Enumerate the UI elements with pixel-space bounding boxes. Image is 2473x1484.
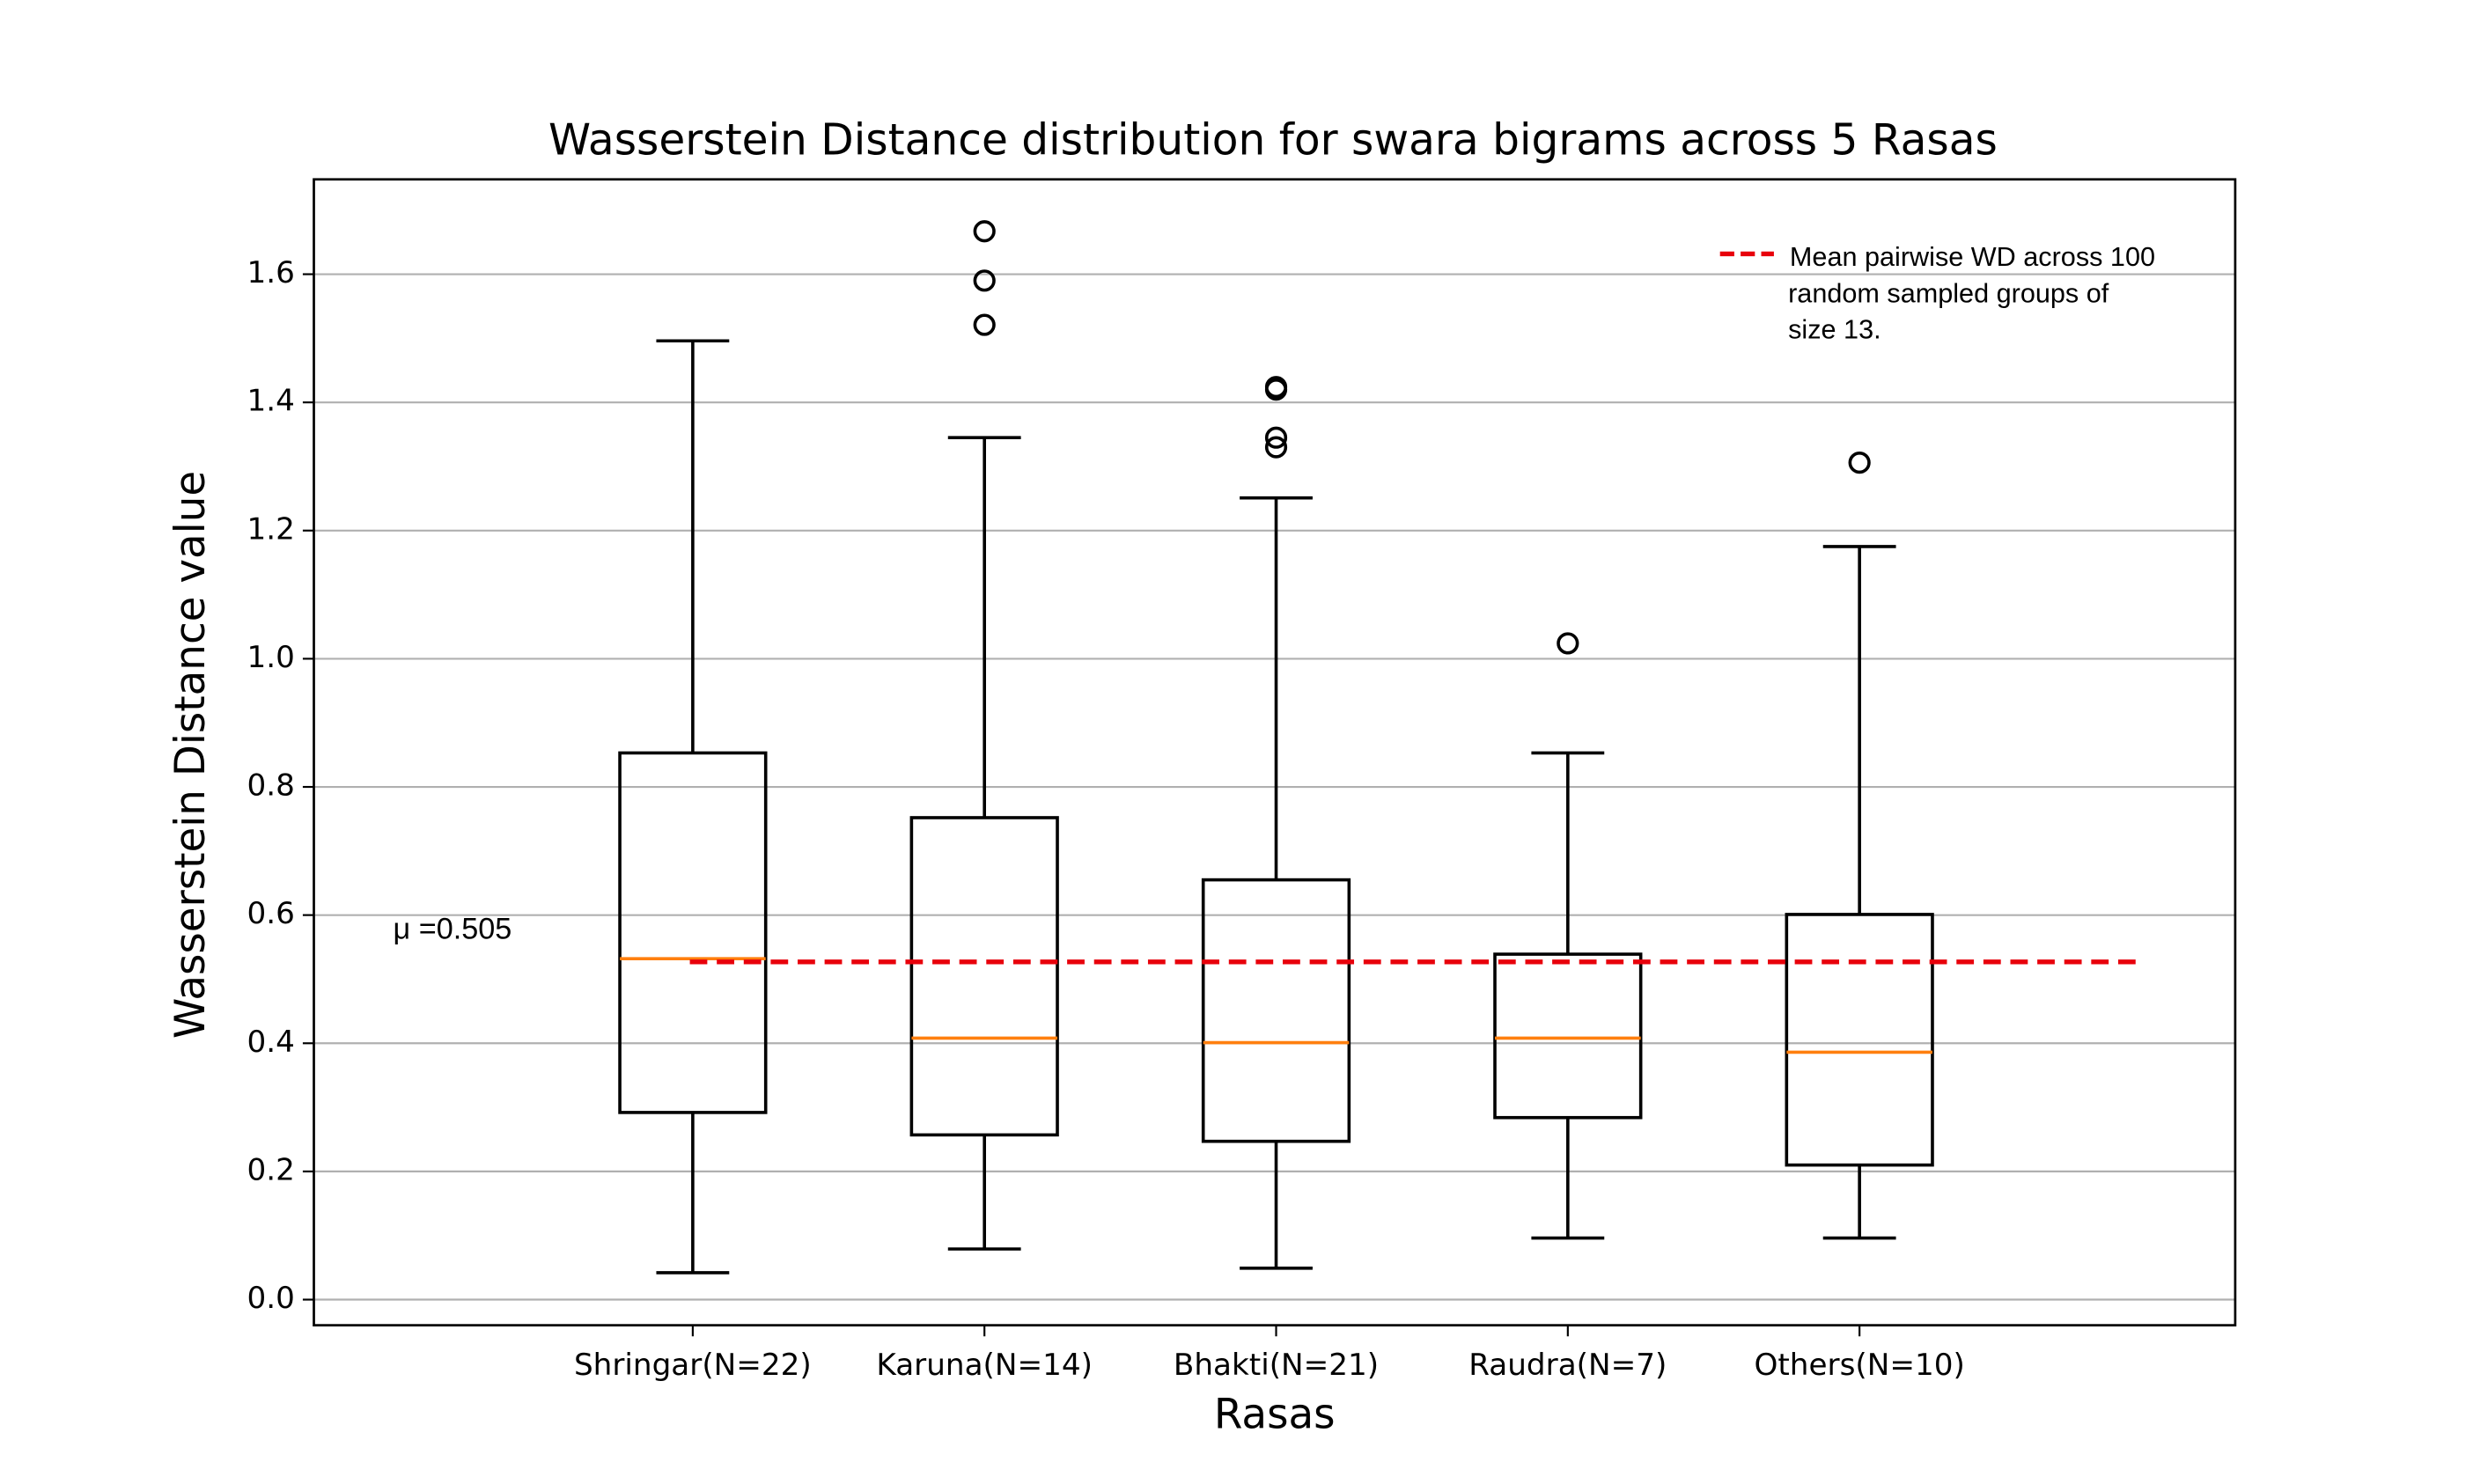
legend-label: random sampled groups of [1788, 278, 2109, 308]
y-tick-label: 0.0 [247, 1281, 295, 1316]
flier [1557, 632, 1579, 655]
y-tick-label: 1.4 [247, 384, 295, 419]
y-tick-label: 0.2 [247, 1152, 295, 1187]
box [909, 816, 1059, 1137]
x-tick-label: Raudra(N=7) [1468, 1348, 1667, 1383]
chart-title: Wasserstein Distance distribution for sw… [548, 115, 1998, 165]
box [1201, 878, 1351, 1143]
flier [973, 220, 996, 243]
flier [1264, 426, 1288, 449]
flier [1264, 436, 1288, 459]
box [618, 751, 768, 1114]
flier [973, 269, 996, 292]
x-tick-label: Shringar(N=22) [574, 1348, 812, 1383]
y-tick-label: 0.6 [247, 896, 295, 931]
legend-label: size 13. [1788, 315, 1881, 345]
x-tick-label: Karuna(N=14) [876, 1348, 1093, 1383]
annotation: μ =0.505 [394, 912, 512, 945]
x-axis-label: Rasas [1214, 1392, 1336, 1439]
y-tick-label: 1.2 [247, 511, 295, 547]
x-tick-label: Others(N=10) [1754, 1348, 1964, 1383]
y-tick-label: 1.0 [247, 640, 295, 675]
y-tick-label: 0.4 [247, 1025, 295, 1060]
y-axis-label: Wasserstein Distance value [167, 471, 215, 1039]
y-tick-label: 0.8 [247, 768, 295, 804]
plot-frame [313, 178, 2237, 1326]
x-tick-label: Bhakti(N=21) [1174, 1348, 1379, 1383]
box [1493, 952, 1643, 1120]
flier [1264, 378, 1288, 401]
y-tick-label: 1.6 [247, 255, 295, 290]
legend-label: Mean pairwise WD across 100 [1790, 242, 2155, 272]
flier [973, 313, 996, 336]
box [1785, 913, 1934, 1167]
flier [1848, 451, 1871, 474]
